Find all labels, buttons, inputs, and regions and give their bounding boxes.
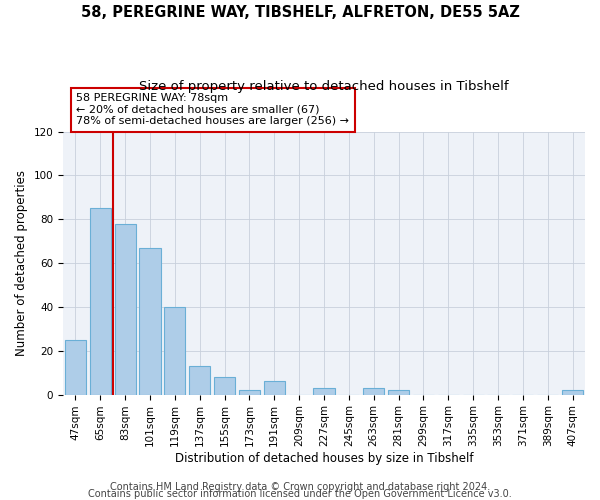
- Bar: [164, 307, 185, 394]
- Text: 58, PEREGRINE WAY, TIBSHELF, ALFRETON, DE55 5AZ: 58, PEREGRINE WAY, TIBSHELF, ALFRETON, D…: [80, 5, 520, 20]
- Bar: [562, 390, 583, 394]
- Y-axis label: Number of detached properties: Number of detached properties: [15, 170, 28, 356]
- Bar: [189, 366, 210, 394]
- X-axis label: Distribution of detached houses by size in Tibshelf: Distribution of detached houses by size …: [175, 452, 473, 465]
- Bar: [363, 388, 384, 394]
- Title: Size of property relative to detached houses in Tibshelf: Size of property relative to detached ho…: [139, 80, 509, 93]
- Bar: [264, 382, 285, 394]
- Bar: [65, 340, 86, 394]
- Bar: [90, 208, 111, 394]
- Bar: [214, 377, 235, 394]
- Text: Contains public sector information licensed under the Open Government Licence v3: Contains public sector information licen…: [88, 489, 512, 499]
- Bar: [239, 390, 260, 394]
- Text: 58 PEREGRINE WAY: 78sqm
← 20% of detached houses are smaller (67)
78% of semi-de: 58 PEREGRINE WAY: 78sqm ← 20% of detache…: [76, 93, 349, 126]
- Bar: [139, 248, 161, 394]
- Bar: [313, 388, 335, 394]
- Bar: [115, 224, 136, 394]
- Bar: [388, 390, 409, 394]
- Text: Contains HM Land Registry data © Crown copyright and database right 2024.: Contains HM Land Registry data © Crown c…: [110, 482, 490, 492]
